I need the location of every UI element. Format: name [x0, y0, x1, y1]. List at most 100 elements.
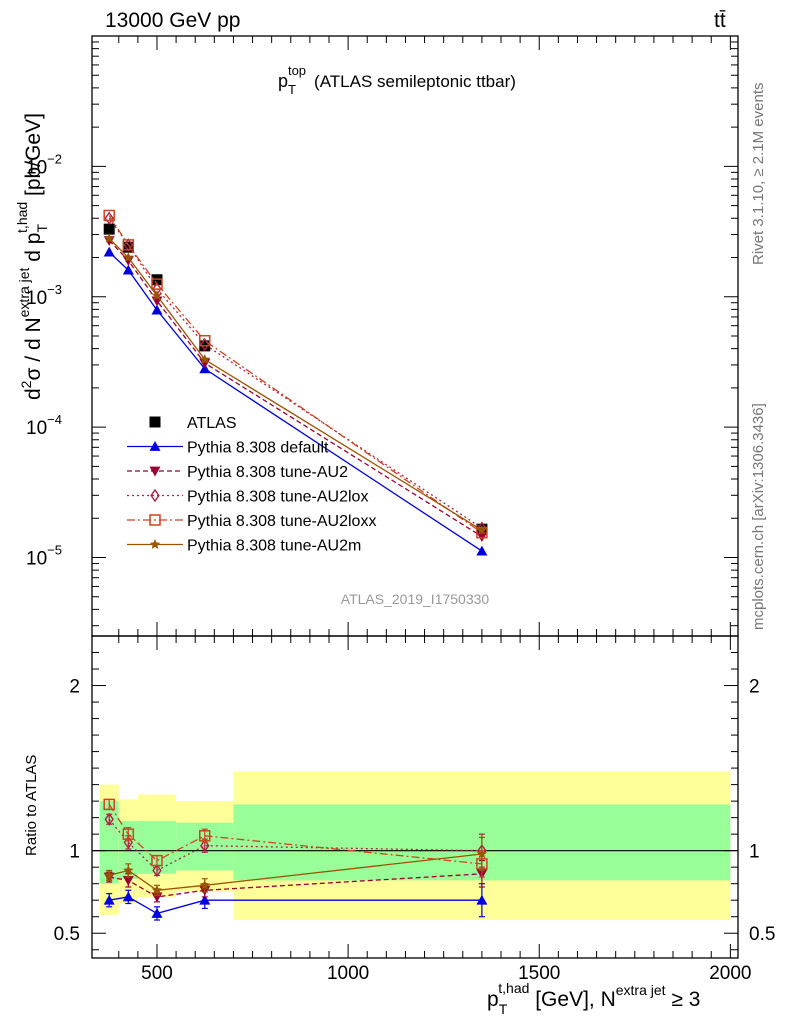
main-series-group — [103, 209, 488, 556]
ratio-point — [200, 838, 210, 853]
y-tick-exponent: −3 — [47, 282, 62, 297]
legend: ATLAS Pythia 8.308 default Pythia 8.308 tu… — [127, 415, 376, 555]
ratio-y-tick-label-left: 0.5 — [54, 924, 80, 945]
ratio-y-tick-label-right: 1 — [749, 842, 760, 863]
y-tick-label: 10−4 — [26, 412, 62, 439]
main-line — [108, 217, 483, 529]
legend-marker — [149, 514, 161, 526]
y-tick-base: 10 — [26, 288, 47, 309]
x-axis-label: pTt,had [GeV], Nextra jet ≥ 3 — [487, 980, 700, 1017]
main-series-pythia-8-308-tune-au2m — [104, 233, 488, 535]
ylabel-sup1: 2 — [18, 380, 34, 388]
ratio-point — [152, 863, 162, 878]
y-tick-base: 10 — [26, 418, 47, 439]
ylabel-unit: [pb/GeV] — [22, 113, 45, 202]
ylabel-sup2: extra jet — [16, 267, 32, 317]
main-point — [122, 241, 134, 253]
ylabel-sup3: t,had — [14, 202, 30, 233]
y-tick-label: 10−5 — [26, 543, 62, 570]
analysis-id: ATLAS_2019_I1750330 — [341, 591, 490, 607]
main-point — [104, 233, 115, 243]
x-tick-label: 2000 — [709, 963, 751, 984]
main-line — [108, 238, 483, 531]
ylabel-sigma: σ / d N — [22, 317, 45, 380]
mcplots-label: mcplots.cern.ch [arXiv:1306.3436] — [750, 403, 767, 630]
y-tick-base: 10 — [26, 157, 47, 178]
legend-marker — [149, 416, 161, 428]
legend-label: Pythia 8.308 tune-AU2m — [187, 538, 361, 555]
main-line — [108, 215, 483, 534]
ratio-point — [104, 869, 115, 880]
ratio-point — [122, 828, 135, 840]
ratio-point — [122, 891, 134, 902]
legend-entry: Pythia 8.308 default — [127, 440, 329, 457]
legend-label: ATLAS — [187, 415, 237, 432]
xlabel-tail: ≥ 3 — [666, 988, 701, 1011]
legend-marker — [149, 466, 161, 477]
ratio-y-tick-label-left: 1 — [69, 842, 80, 863]
ratio-point — [122, 875, 134, 886]
ratio-point — [151, 854, 163, 867]
main-line — [108, 240, 483, 538]
xlabel-sup2: extra jet — [616, 982, 666, 998]
main-series-pythia-8-308-tune-au2lox — [104, 211, 487, 535]
ratio-series-group — [103, 798, 488, 921]
main-point — [151, 278, 163, 290]
y-tick-base: 10 — [26, 549, 47, 570]
main-point — [199, 354, 210, 364]
ratio-point — [199, 830, 211, 842]
main-line — [108, 251, 483, 552]
legend-marker — [150, 488, 160, 503]
y-tick-exponent: −2 — [47, 151, 62, 166]
main-point — [477, 521, 487, 535]
xlabel-p: p — [487, 988, 499, 1011]
ratio-point — [151, 907, 163, 918]
title-sup: top — [288, 63, 306, 78]
ratio-y-tick-label-left: 2 — [69, 677, 80, 698]
main-point — [476, 545, 488, 556]
ratio-uncertainty-bands — [99, 771, 731, 921]
main-point — [103, 223, 115, 235]
ratio-point — [476, 894, 488, 905]
xlabel-sup: t,had — [498, 980, 529, 996]
x-tick-label: 500 — [141, 963, 173, 984]
ratio-point — [103, 798, 115, 811]
x-tick-label: 1000 — [327, 963, 369, 984]
ratio-point — [123, 865, 134, 875]
main-point — [123, 252, 134, 262]
ylabel-d1: d — [22, 388, 45, 400]
rivet-label: Rivet 3.1.10, ≥ 2.1M events — [750, 83, 767, 266]
y-tick-exponent: −4 — [47, 412, 62, 427]
legend-entry: Pythia 8.308 tune-AU2lox — [127, 489, 368, 506]
ratio-point — [199, 879, 210, 890]
main-ylabel: d2σ / d Nextra jet d pTt,had [pb/GeV] — [14, 113, 50, 400]
ratio-point — [151, 884, 163, 895]
y-tick-exponent: −5 — [47, 543, 62, 558]
ratio-point — [104, 812, 114, 827]
y-tick-label: 10−2 — [26, 151, 62, 178]
title-variable: p — [278, 71, 288, 91]
main-point — [104, 211, 114, 225]
ratio-ylabel: Ratio to ATLAS — [23, 755, 40, 856]
legend-label: Pythia 8.308 tune-AU2loxx — [187, 513, 376, 530]
ratio-series-pythia-8-308-default — [103, 883, 488, 921]
ratio-point — [476, 848, 488, 859]
legend-label: Pythia 8.308 tune-AU2lox — [187, 489, 368, 506]
ratio-series-pythia-8-308-tune-au2m — [104, 836, 488, 896]
legend-entry: Pythia 8.308 tune-AU2loxx — [127, 513, 376, 530]
x-tick-label: 1500 — [518, 963, 560, 984]
ratio-y-tick-label-right: 2 — [749, 677, 760, 698]
main-point — [199, 334, 211, 347]
ratio-point — [103, 894, 115, 905]
main-point — [122, 256, 134, 266]
main-point — [476, 524, 488, 535]
y-tick-label: 10−3 — [26, 282, 62, 309]
main-point — [151, 290, 163, 301]
process-label: tt̄ — [714, 9, 726, 32]
main-point — [151, 304, 163, 315]
main-point — [122, 239, 135, 251]
ylabel-sub: T — [34, 224, 50, 233]
energy-label: 13000 GeV pp — [105, 9, 240, 32]
